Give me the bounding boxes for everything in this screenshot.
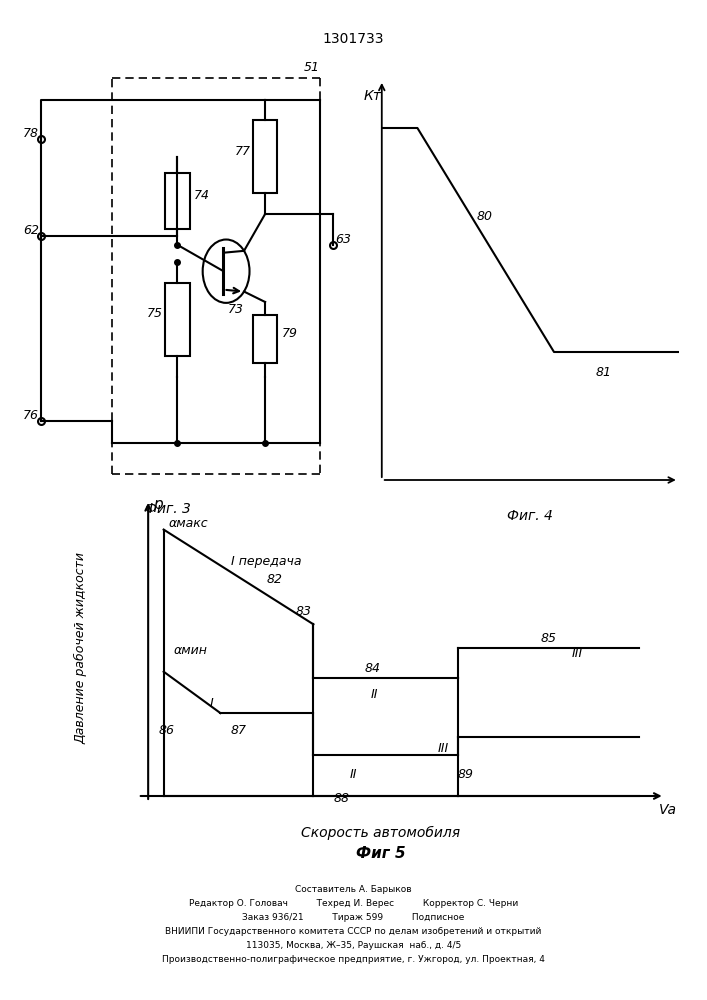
Text: 76: 76 — [23, 409, 39, 422]
Text: 83: 83 — [296, 605, 311, 618]
Text: 85: 85 — [541, 632, 556, 645]
Text: αмакс: αмакс — [169, 517, 209, 530]
Text: II: II — [349, 768, 357, 781]
Text: Составитель А. Барыков: Составитель А. Барыков — [296, 885, 411, 894]
Text: 62: 62 — [23, 224, 39, 237]
Text: III: III — [438, 742, 449, 755]
Text: 74: 74 — [194, 189, 209, 202]
Text: Фиг. 4: Фиг. 4 — [508, 509, 553, 523]
Text: Производственно-полиграфическое предприятие, г. Ужгород, ул. Проектная, 4: Производственно-полиграфическое предприя… — [162, 955, 545, 964]
Text: 79: 79 — [281, 327, 298, 340]
Text: Фиг. 3: Фиг. 3 — [145, 502, 190, 516]
Text: 78: 78 — [23, 127, 39, 140]
Bar — [253, 120, 277, 193]
Text: Кт: Кт — [364, 89, 382, 103]
Text: 86: 86 — [158, 724, 175, 737]
Text: 84: 84 — [365, 662, 381, 675]
Text: 1301733: 1301733 — [323, 32, 384, 46]
Text: III: III — [572, 647, 583, 660]
Text: р: р — [153, 497, 163, 512]
Text: Скорость автомобиля: Скорость автомобиля — [301, 826, 460, 840]
Text: 63: 63 — [335, 233, 351, 246]
Text: 82: 82 — [267, 573, 283, 586]
Text: ВНИИПИ Государственного комитета СССР по делам изобретений и открытий: ВНИИПИ Государственного комитета СССР по… — [165, 927, 542, 936]
Text: Заказ 936/21          Тираж 599          Подписное: Заказ 936/21 Тираж 599 Подписное — [243, 913, 464, 922]
Text: 89: 89 — [458, 768, 474, 781]
Text: αмин: αмин — [174, 644, 208, 657]
Text: 75: 75 — [147, 307, 163, 320]
Text: Фиг 5: Фиг 5 — [356, 846, 405, 861]
Text: Vа: Vа — [660, 803, 677, 817]
Bar — [165, 173, 189, 229]
Text: 73: 73 — [228, 303, 244, 316]
Text: 51: 51 — [304, 61, 320, 74]
Text: 81: 81 — [595, 366, 612, 379]
Text: I передача: I передача — [230, 555, 301, 568]
Text: 77: 77 — [235, 145, 251, 158]
Text: 87: 87 — [230, 724, 247, 737]
Text: II: II — [370, 688, 378, 701]
Text: 80: 80 — [477, 210, 493, 223]
Text: Редактор О. Головач          Техред И. Верес          Корректор С. Черни: Редактор О. Головач Техред И. Верес Корр… — [189, 899, 518, 908]
Text: 88: 88 — [334, 792, 350, 805]
Text: 113035, Москва, Ж–35, Раушская  наб., д. 4/5: 113035, Москва, Ж–35, Раушская наб., д. … — [246, 941, 461, 950]
Bar — [165, 283, 189, 356]
Bar — [253, 315, 277, 363]
Text: Давление рабочей жидкости: Давление рабочей жидкости — [74, 552, 88, 744]
Text: I: I — [210, 697, 214, 710]
